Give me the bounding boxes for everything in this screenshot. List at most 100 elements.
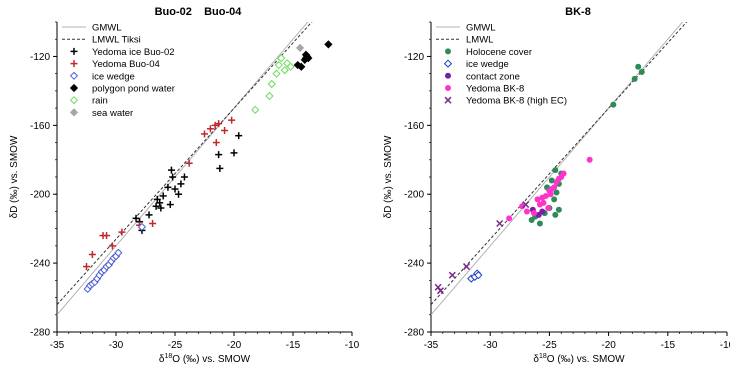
data-point [635, 63, 642, 70]
chart-title: BK-8 [565, 6, 591, 18]
legend-label: polygon pond water [92, 84, 175, 95]
x-tick-label: -25 [168, 340, 183, 351]
legend-marker [445, 72, 451, 79]
series-0 [132, 132, 243, 234]
legend-label: LMWL [466, 35, 493, 46]
data-point [552, 211, 559, 218]
ref-line-gmwl [57, 22, 309, 316]
data-point [286, 62, 295, 71]
ref-line-gmwl [431, 22, 684, 316]
data-point [553, 189, 560, 196]
data-point [548, 177, 555, 184]
data-point-b [436, 287, 445, 295]
series-5 [295, 43, 305, 52]
legend-marker [69, 96, 79, 105]
legend-label: Yedoma ice Buo-02 [92, 47, 175, 58]
data-point [474, 271, 483, 280]
data-point [528, 217, 535, 224]
series-1 [467, 269, 483, 283]
data-point [540, 199, 547, 206]
data-point [631, 75, 638, 82]
legend-marker [443, 59, 453, 68]
x-tick-label: -30 [483, 340, 498, 351]
data-point [545, 205, 552, 211]
x-tick-label: -25 [542, 340, 557, 351]
legend-marker [69, 108, 79, 117]
x-axis-label: δ18O (‰) vs. SMOW [159, 353, 251, 365]
data-point [552, 167, 559, 174]
data-point [324, 40, 333, 49]
legend-label: Yedoma Buo-04 [92, 59, 160, 70]
y-tick-label: -160 [30, 121, 50, 132]
data-point [610, 101, 617, 108]
plot-area [431, 22, 688, 316]
y-tick-label: -120 [30, 52, 50, 63]
x-tick-label: -20 [601, 340, 616, 351]
x-tick-label: -10 [720, 340, 730, 351]
data-point-b [448, 271, 456, 279]
series-4 [434, 201, 530, 295]
data-point-b [522, 201, 530, 209]
data-point [280, 66, 289, 75]
data-point [551, 196, 558, 203]
legend-label: ice wedge [92, 71, 135, 82]
ref-line-lmwl-tiksi [57, 22, 313, 305]
x-tick-label: -35 [50, 340, 65, 351]
data-point [277, 54, 286, 63]
legend-label: contact zone [466, 71, 520, 82]
ref-line-lmwl [431, 22, 688, 305]
data-point [297, 62, 306, 71]
data-point-b [496, 219, 504, 228]
x-tick-label: -15 [286, 340, 301, 351]
data-point [137, 222, 147, 232]
series-3 [506, 156, 593, 222]
chart-panel-1: -35 -30 -25 -20 -15 -10 -120 -160 -200 -240 -280 Bu… [9, 6, 360, 365]
data-point-b [434, 283, 442, 291]
data-point [251, 105, 260, 114]
y-tick-label: -160 [404, 121, 424, 132]
y-tick-label: -120 [404, 52, 424, 63]
data-point [531, 210, 538, 217]
y-tick-label: -240 [404, 259, 424, 270]
legend-marker [445, 48, 451, 55]
data-point [536, 220, 543, 227]
legend-label: LMWL Tiksi [92, 35, 141, 46]
legend-label: GMWL [466, 23, 496, 34]
legend-label: Yedoma BK-8 [466, 84, 524, 95]
legend-label: rain [92, 96, 108, 107]
x-tick-label: -30 [109, 340, 124, 351]
chart-title: Buo-02 Buo-04 [155, 6, 243, 18]
legend-label: sea water [92, 108, 133, 119]
data-point [301, 50, 311, 59]
data-point [523, 208, 530, 215]
legend-label: ice wedge [466, 59, 509, 70]
chart-panel-2: -35 -30 -25 -20 -15 -10 -120 -160 -200 -240 -280 BK… [383, 6, 730, 365]
data-point [555, 206, 562, 213]
legend-marker [69, 83, 79, 93]
plot-area [57, 22, 333, 316]
data-point [547, 191, 554, 198]
legend-label: Yedoma BK-8 (high EC) [466, 96, 567, 107]
data-point [506, 215, 513, 222]
series-0 [528, 63, 645, 227]
x-tick-label: -20 [227, 340, 242, 351]
data-point [295, 43, 305, 52]
data-point [274, 60, 283, 70]
x-axis-label: δ18O (‰) vs. SMOW [533, 353, 625, 365]
y-tick-label: -280 [30, 328, 50, 339]
data-point [560, 170, 567, 177]
y-tick-label: -200 [404, 190, 424, 201]
y-axis-label: δD (‰) vs. SMOW [383, 135, 394, 218]
series-2 [529, 206, 546, 218]
data-point [114, 248, 123, 257]
y-axis-label: δD (‰) vs. SMOW [9, 135, 20, 218]
series-4 [251, 54, 295, 114]
data-point [265, 91, 274, 101]
series-2 [83, 222, 147, 294]
data-point [519, 203, 526, 210]
legend-marker [445, 85, 451, 91]
x-tick-label: -35 [424, 340, 439, 351]
